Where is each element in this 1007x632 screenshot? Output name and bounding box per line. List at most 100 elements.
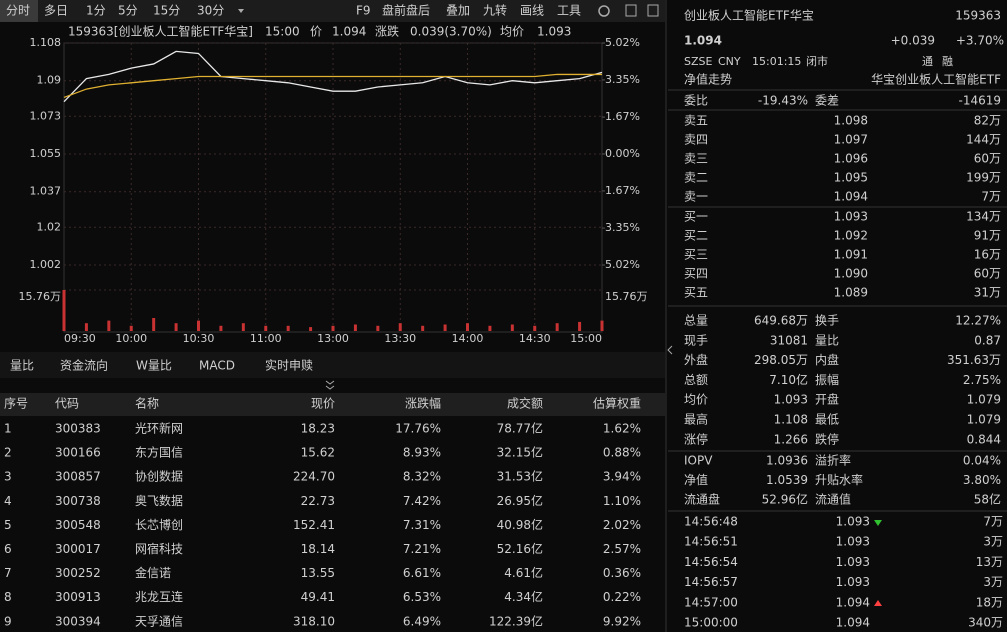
toolbar-button[interactable]: 多日 [44, 4, 68, 18]
window-icon[interactable] [647, 4, 659, 17]
book-level: 卖二 [684, 171, 708, 185]
book-level: 买三 [684, 248, 708, 262]
toolbar-button[interactable]: 叠加 [446, 4, 470, 18]
settings-icon[interactable] [598, 5, 610, 17]
y-tick-label: 1.037 [30, 185, 62, 198]
tab[interactable]: 资金流向 [60, 358, 108, 373]
toolbar-button[interactable]: F9 [356, 4, 371, 18]
table-cell: 40.98亿 [497, 517, 543, 532]
y2-tick-label: 5.02% [605, 258, 640, 271]
table-cell: 5 [4, 518, 12, 532]
book-volume: 60万 [974, 152, 1001, 166]
y2-tick-label: 1.67% [605, 184, 640, 197]
toolbar-button[interactable]: 分时 [6, 4, 30, 18]
stat-value: 1.108 [774, 413, 808, 427]
stat-label: 量比 [815, 333, 839, 347]
stat-label: 涨停 [684, 431, 708, 446]
diff-value: -14619 [958, 94, 1001, 108]
book-level: 卖五 [684, 114, 708, 128]
toolbar-button[interactable]: 30分 [197, 4, 224, 18]
table-cell: 2.57% [603, 542, 641, 556]
toolbar-button[interactable]: 1分 [86, 4, 106, 18]
table-cell: 7 [4, 566, 12, 580]
y-tick-label: 1.073 [30, 109, 62, 122]
price-line [63, 73, 602, 99]
table-cell: 6.61% [403, 566, 441, 580]
book-level: 卖一 [684, 190, 708, 204]
stat-label: 现手 [684, 333, 708, 347]
toolbar-button[interactable]: 九转 [483, 3, 507, 18]
x-tick-label: 14:30 [519, 332, 551, 345]
price-change: +0.039 [891, 34, 935, 48]
book-price: 1.092 [834, 229, 868, 243]
toolbar-button[interactable]: 5分 [118, 4, 138, 18]
table-cell: 49.41 [301, 590, 335, 604]
ratio-value: -19.43% [758, 94, 808, 108]
trade-price: 1.093 [836, 515, 870, 529]
table-cell: 东方国信 [135, 445, 183, 460]
table-cell: 78.77亿 [497, 421, 543, 436]
tab[interactable]: 量比 [10, 359, 34, 373]
window-icon[interactable] [625, 4, 637, 17]
toolbar-button[interactable]: 画线 [520, 4, 544, 18]
volume-bar [488, 325, 492, 331]
table-cell: 300017 [55, 542, 101, 556]
volume-bar [197, 320, 200, 331]
table-cell: 3 [4, 470, 12, 484]
diff-label: 委差 [815, 94, 839, 108]
stat-label: 振幅 [815, 372, 839, 387]
tab[interactable]: W量比 [136, 359, 172, 373]
y2-tick-label: 3.35% [605, 73, 640, 86]
table-cell: 6 [4, 542, 12, 556]
table-cell: 9.92% [603, 614, 641, 628]
stat-value: 298.05万 [754, 353, 808, 367]
book-volume: 144万 [966, 133, 1001, 147]
table-cell: 18.23 [301, 422, 335, 436]
book-price: 1.094 [834, 190, 868, 204]
header-change: 0.039(3.70%) [410, 25, 492, 39]
tab[interactable]: MACD [199, 359, 235, 373]
volume-bar [219, 325, 223, 331]
tab[interactable]: 实时申赎 [265, 358, 313, 373]
stat-label: 溢折率 [815, 453, 851, 468]
stat-label: IOPV [684, 454, 713, 468]
chart-title: 159363[创业板人工智能ETF华宝] [68, 24, 253, 39]
trade-price: 1.093 [836, 555, 870, 569]
book-level: 买一 [684, 210, 708, 224]
table-cell: 0.88% [603, 446, 641, 460]
table-cell: 31.53亿 [497, 469, 543, 484]
table-cell: 2.02% [603, 518, 641, 532]
collapse-icon[interactable] [667, 345, 673, 355]
toolbar-button[interactable]: 盘前盘后 [382, 3, 430, 18]
volume-bar [466, 323, 469, 331]
volume-bar [241, 323, 245, 331]
stat-value: 3.80% [963, 473, 1001, 487]
table-cell: 1 [4, 422, 12, 436]
trade-volume: 7万 [983, 515, 1003, 529]
table-cell: 300857 [55, 470, 101, 484]
toolbar-button[interactable]: 15分 [153, 4, 180, 18]
dropdown-icon[interactable] [238, 9, 244, 13]
trade-price: 1.094 [836, 616, 870, 630]
table-header-cell: 涨跌幅 [405, 396, 441, 411]
expand-icon[interactable] [325, 380, 335, 390]
flag: 融 [942, 55, 953, 68]
table-header-cell: 名称 [135, 396, 159, 411]
book-volume: 31万 [974, 286, 1001, 300]
stat-label: 总额 [684, 373, 708, 387]
table-cell: 0.36% [603, 566, 641, 580]
stat-value: 7.10亿 [769, 372, 808, 387]
toolbar-button[interactable]: 工具 [557, 4, 581, 18]
stat-value: 1.0936 [766, 454, 808, 468]
table-cell: 天孚通信 [135, 614, 183, 628]
volume-bar [353, 324, 357, 331]
table-cell: 奥飞数据 [135, 493, 183, 508]
market-info: CNY [718, 55, 741, 68]
header-change-label: 涨跌 [375, 24, 399, 39]
up-arrow [874, 600, 882, 606]
price-line [63, 50, 603, 103]
table-cell: 17.76% [395, 422, 441, 436]
book-volume: 7万 [981, 190, 1001, 204]
table-cell: 18.14 [301, 542, 335, 556]
